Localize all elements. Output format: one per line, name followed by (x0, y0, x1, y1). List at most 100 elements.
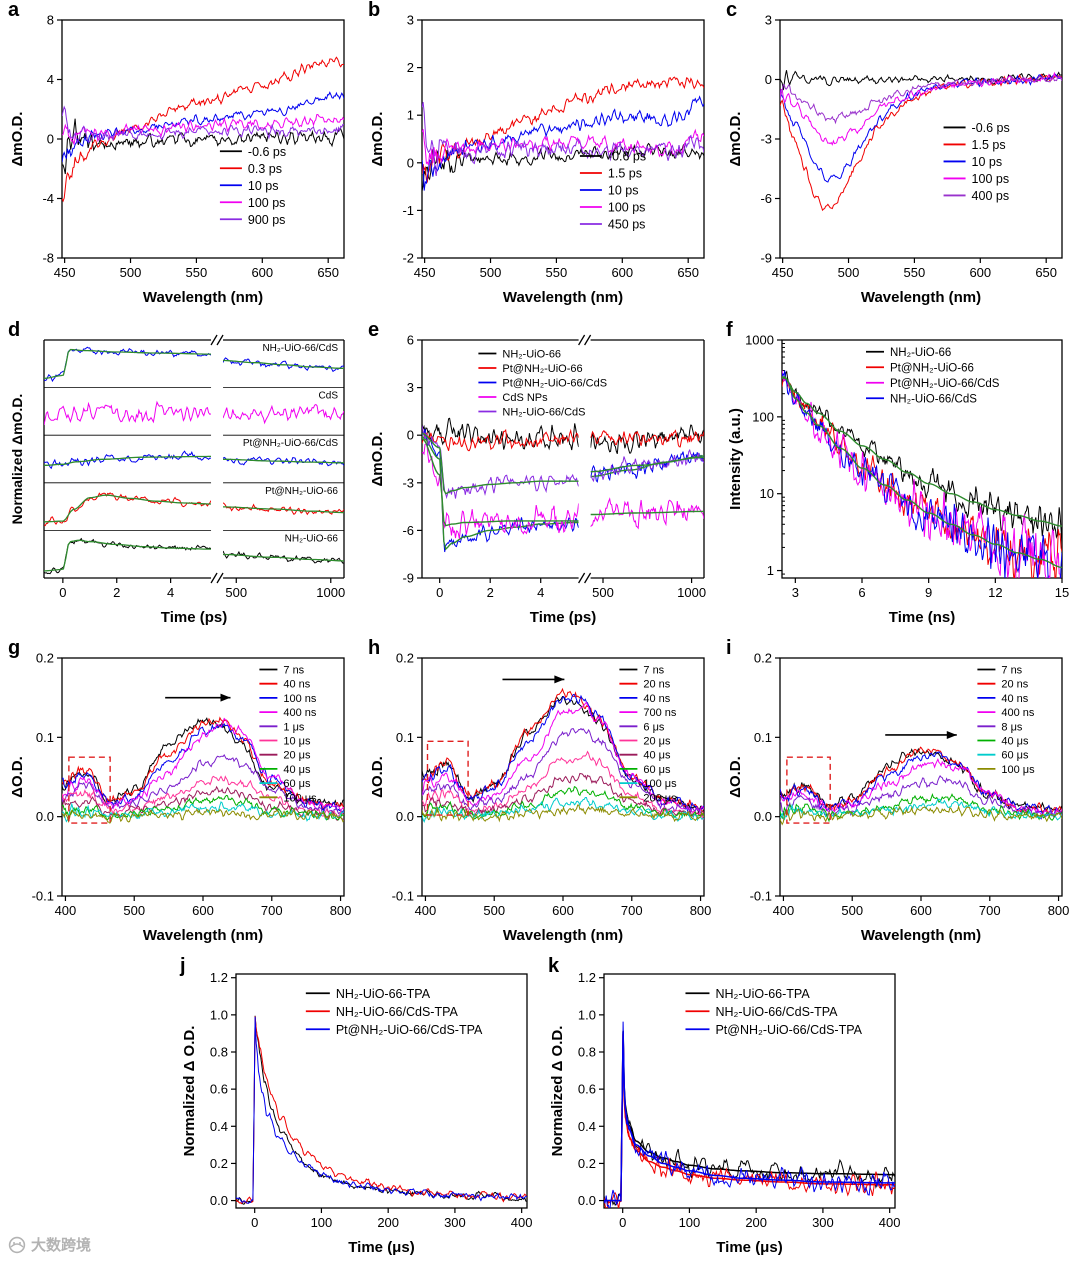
series-line (223, 456, 344, 467)
y-tick-label: 0 (47, 132, 54, 147)
legend-label: -0.6 ps (248, 145, 286, 159)
x-tick-label: 500 (123, 903, 145, 918)
series-line (604, 1031, 895, 1202)
legend-label: 100 ps (608, 201, 646, 215)
series-line (44, 455, 211, 466)
y-axis-label: Normalized ΔmO.D. (9, 394, 25, 525)
series-line (44, 492, 212, 527)
panel-h-plot: 400 500 600 700 800 -0.1 0.0 0.1 0.2 Wavelength (… (369, 651, 711, 945)
dashed-highlight-box (426, 740, 469, 816)
series-line (590, 510, 704, 516)
y-tick-label: 8 (47, 13, 54, 28)
series-line (780, 75, 1062, 125)
y-axis-label: Intensity (a.u.) (727, 408, 744, 510)
y-tick-label: 0 (765, 72, 772, 87)
series-line (236, 1016, 527, 1205)
x-tick-label: 500 (225, 585, 247, 600)
panel-letter-i: i (726, 637, 732, 659)
x-tick-label: 400 (511, 1215, 533, 1230)
y-tick-label: 0.4 (578, 1119, 596, 1134)
y-tick-label: 2 (407, 60, 414, 75)
y-tick-label: 1.2 (578, 970, 596, 985)
y-tick-label: 1 (407, 108, 414, 123)
series-line (780, 804, 1062, 826)
series-line (422, 417, 579, 451)
x-tick-label: 450 (414, 265, 436, 280)
series-line (590, 429, 705, 448)
series-line (62, 717, 344, 808)
legend-label: Pt@NH₂-UiO-66 (890, 362, 974, 374)
legend-label: 60 μs (1001, 750, 1029, 762)
x-tick-label: 100 (679, 1215, 701, 1230)
x-tick-label: 600 (552, 903, 574, 918)
legend-label: -0.6 ps (608, 150, 646, 164)
series-line (62, 807, 344, 824)
series-line (422, 428, 579, 452)
panel-b-plot: 450 500 550 600 650 -2 -1 0 1 2 3 Wavelength (nm) Δm… (369, 13, 705, 306)
series-line (223, 403, 344, 425)
x-axis-label: Wavelength (nm) (143, 927, 263, 944)
x-tick-label: 650 (677, 265, 699, 280)
x-tick-label: 6 (858, 585, 865, 600)
legend-label: Pt@NH₂-UiO-66/CdS-TPA (336, 1023, 483, 1037)
series-line (223, 359, 344, 370)
panel-a: a 450 500 550 600 650 -8 -4 0 4 8 Wavelength (nm) Δ… (6, 0, 358, 310)
x-tick-label: 4 (167, 585, 174, 600)
y-axis-label: ΔmO.D. (369, 112, 386, 167)
panel-g-plot: 400 500 600 700 800 -0.1 0.0 0.1 0.2 Wavelength (… (9, 651, 351, 945)
y-tick-label: 0.2 (210, 1156, 228, 1171)
legend-label: 6 μs (643, 721, 665, 733)
x-tick-label: 12 (988, 585, 1002, 600)
legend-label: 40 μs (1001, 735, 1029, 747)
legend-label: 400 ns (1001, 707, 1035, 719)
legend-label: CdS NPs (502, 392, 548, 404)
x-tick-label: 0 (619, 1215, 626, 1230)
y-axis-label: ΔmO.D. (727, 112, 744, 167)
x-tick-label: 500 (592, 585, 614, 600)
y-tick-label: -2 (402, 251, 414, 266)
y-axis-label: ΔO.D. (369, 756, 386, 798)
x-tick-label: 1000 (677, 585, 706, 600)
series-line (780, 757, 1062, 817)
x-tick-label: 2 (113, 585, 120, 600)
x-tick-label: 400 (773, 903, 795, 918)
y-tick-label: 0.8 (210, 1045, 228, 1060)
x-tick-label: 600 (611, 265, 633, 280)
y-tick-label: -6 (760, 191, 772, 206)
x-tick-label: 9 (925, 585, 932, 600)
x-axis-label: Time (ps) (530, 609, 596, 626)
y-tick-label: -1 (402, 203, 414, 218)
series-line (782, 370, 1062, 578)
y-tick-label: 0.2 (36, 651, 54, 666)
series-line (422, 436, 579, 551)
legend-label: NH₂-UiO-66/CdS (890, 393, 977, 405)
y-tick-label: 1.0 (210, 1007, 228, 1022)
series-line (422, 442, 579, 539)
y-axis-label: Normalized Δ O.D. (181, 1026, 198, 1157)
legend-label: 40 μs (283, 764, 311, 776)
series-line (44, 494, 211, 523)
legend-label: 20 μs (283, 750, 311, 762)
series-line (62, 118, 344, 175)
x-tick-label: 0 (251, 1215, 258, 1230)
legend-label: NH₂-UiO-66-TPA (715, 987, 810, 1001)
y-axis-label: ΔO.D. (9, 756, 26, 798)
legend-label: 20 ns (643, 679, 670, 691)
panel-i: i 400 500 600 700 800 -0.1 0.0 0.1 0.2 Wavelength… (724, 637, 1076, 948)
series-line (422, 797, 704, 824)
y-tick-label: 0.4 (210, 1119, 228, 1134)
panel-j-plot: 0 100 200 300 400 0.0 0.2 0.4 0.6 0.8 1.0 1.2 Time (… (181, 970, 533, 1256)
legend-label: 40 μs (643, 750, 671, 762)
y-tick-label: 0.0 (578, 1193, 596, 1208)
legend-label: Pt@NH₂-UiO-66/CdS-TPA (715, 1023, 862, 1037)
legend-label: 1.5 ps (608, 167, 642, 181)
legend-label: 40 ns (283, 679, 310, 691)
legend-label: 200 μs (643, 792, 677, 804)
series-line (236, 1016, 527, 1204)
panel-d-plot: 0 2 4 500 1000 Time (ps) Normalized ΔmO.D. NH₂-… (9, 334, 345, 626)
legend-label: 100 μs (283, 792, 317, 804)
series-line (422, 432, 579, 495)
x-tick-label: 550 (546, 265, 568, 280)
legend-label: -0.6 ps (972, 121, 1010, 135)
y-tick-label: 1 (767, 563, 774, 578)
